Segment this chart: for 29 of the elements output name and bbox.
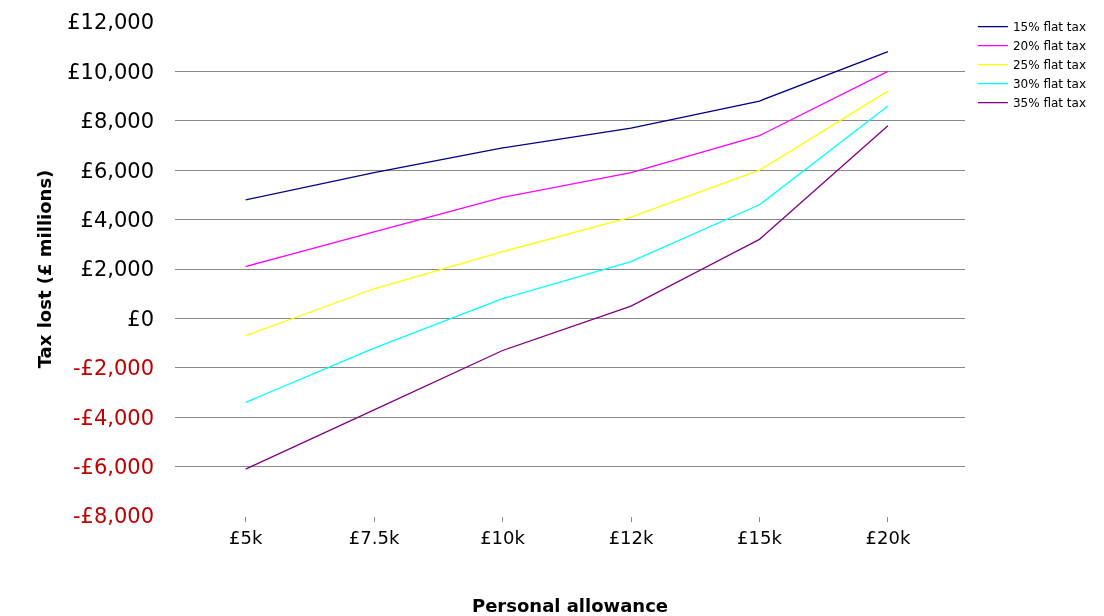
legend-label: 25% flat tax: [1012, 58, 1086, 73]
x-tick-label: £12k: [608, 526, 654, 548]
x-tick-label: £10k: [480, 526, 526, 548]
legend-label: 15% flat tax: [1012, 20, 1086, 35]
y-tick-label: £10,000: [67, 59, 154, 84]
x-tick-label: £15k: [737, 526, 783, 548]
x-tick-label: £5k: [228, 526, 263, 548]
y-tick-label: £8,000: [80, 109, 154, 134]
y-tick-label: -£8,000: [72, 504, 154, 529]
x-axis-title: Personal allowance: [471, 595, 669, 616]
y-tick-label: -£2,000: [72, 356, 154, 381]
legend-label: 35% flat tax: [1012, 96, 1086, 111]
x-tick-label: £20k: [865, 526, 911, 548]
y-tick-label: £4,000: [80, 207, 154, 232]
legend-label: 20% flat tax: [1012, 39, 1086, 54]
y-tick-label: £12,000: [67, 10, 154, 35]
y-tick-label: £6,000: [80, 158, 154, 183]
line-series: [245, 50, 889, 201]
line-series: [245, 90, 889, 337]
legend-label: 30% flat tax: [1012, 77, 1086, 92]
x-tick-label: £7.5k: [348, 526, 400, 548]
y-tick-label: -£4,000: [72, 405, 154, 430]
y-tick-label: £0: [127, 306, 154, 331]
y-tick-label: -£6,000: [72, 454, 154, 479]
line-series: [245, 105, 889, 404]
y-axis-title: Tax lost (£ millions): [34, 169, 56, 369]
line-series: [245, 125, 889, 470]
y-tick-label: £2,000: [80, 257, 154, 282]
line-series: [245, 70, 889, 268]
